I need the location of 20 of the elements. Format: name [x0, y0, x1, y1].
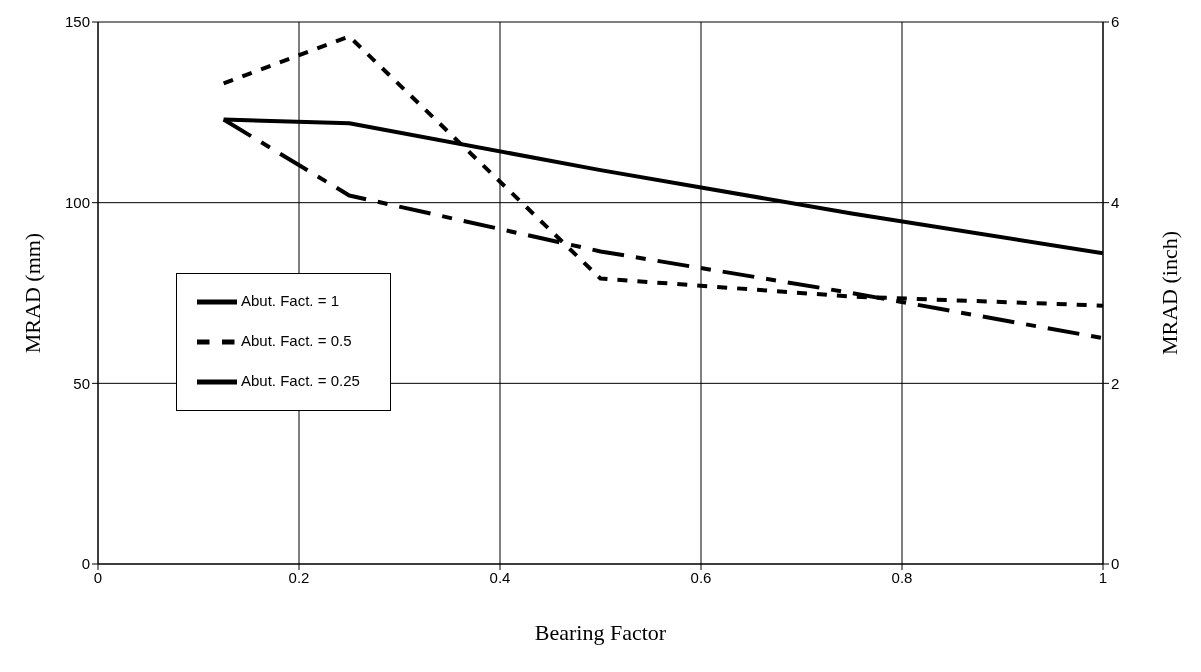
legend-label: Abut. Fact. = 1	[241, 291, 339, 309]
y-tick-label: 150	[64, 13, 90, 31]
y-tick-label: 100	[64, 193, 90, 211]
y-axis-title: MRAD (mm)	[19, 232, 45, 354]
y-tick-label: 0	[81, 555, 90, 573]
x-axis-title: Bearing Factor	[534, 620, 667, 645]
y2-tick-label: 2	[1111, 374, 1120, 392]
y2-axis-title: MRAD (inch)	[1156, 230, 1182, 356]
x-tick-label: 0.6	[690, 568, 712, 586]
x-tick-label: 0.8	[891, 568, 913, 586]
x-tick-label: 0.4	[489, 568, 511, 586]
x-tick-label: 0.2	[288, 568, 310, 586]
y-tick-label: 50	[73, 374, 90, 392]
y2-tick-label: 0	[1111, 555, 1120, 573]
y2-tick-label: 4	[1111, 193, 1120, 211]
y2-tick-label: 6	[1111, 13, 1120, 31]
x-tick-label: 0	[93, 568, 103, 586]
legend-label: Abut. Fact. = 0.5	[241, 331, 352, 349]
x-tick-label: 1	[1098, 568, 1108, 586]
legend-label: Abut. Fact. = 0.25	[241, 371, 360, 389]
